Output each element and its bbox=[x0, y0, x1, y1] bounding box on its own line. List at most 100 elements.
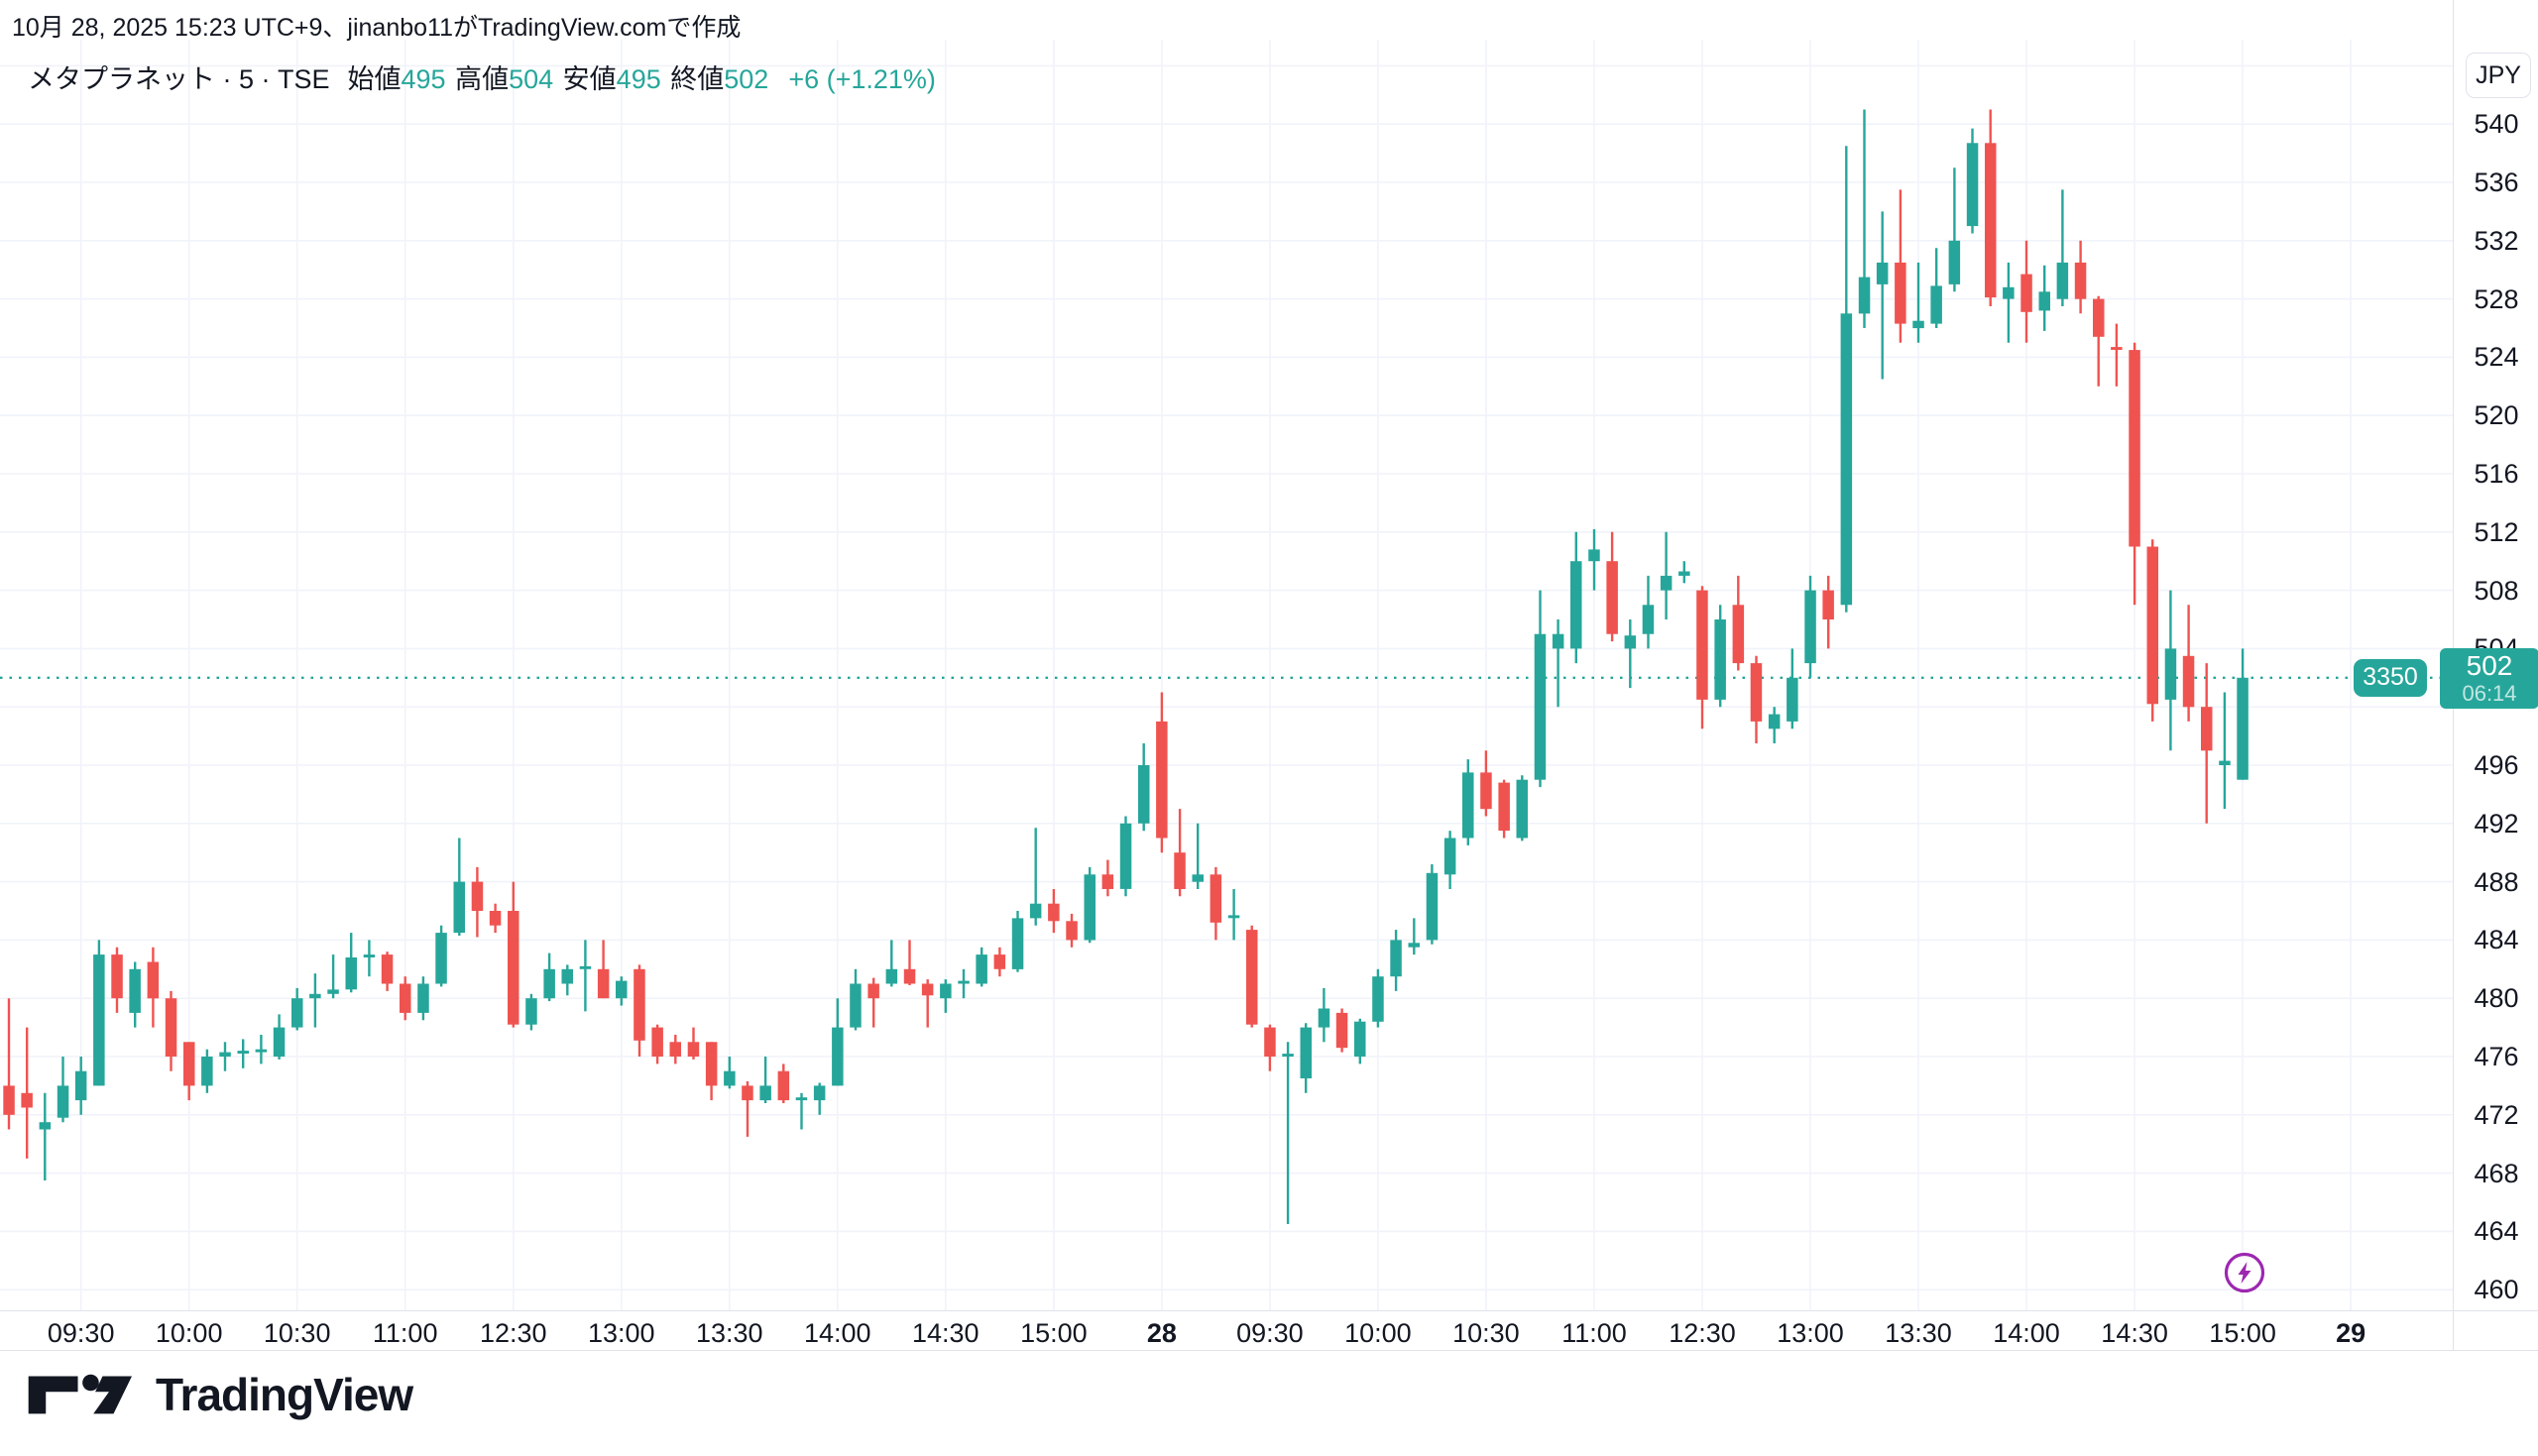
candle bbox=[1443, 838, 1456, 875]
candle bbox=[1264, 1027, 1276, 1057]
candle bbox=[1678, 571, 1690, 576]
candle bbox=[1624, 635, 1637, 649]
candle bbox=[1787, 677, 1798, 722]
legend-ohlc-item: 始値495 bbox=[347, 64, 446, 94]
candle bbox=[903, 968, 916, 984]
candle bbox=[1804, 590, 1816, 664]
candle bbox=[237, 1051, 249, 1054]
candle bbox=[597, 968, 610, 999]
candle bbox=[2074, 262, 2087, 299]
candle bbox=[885, 968, 898, 984]
candle bbox=[1895, 262, 1906, 324]
candle bbox=[1335, 1012, 1348, 1049]
candle bbox=[57, 1085, 69, 1118]
page-footer: TradingView bbox=[0, 1351, 2538, 1456]
candle bbox=[255, 1049, 268, 1053]
candle bbox=[1390, 940, 1402, 977]
candle bbox=[1606, 561, 1618, 634]
candle bbox=[2146, 546, 2158, 705]
candle bbox=[309, 993, 321, 999]
candle bbox=[705, 1042, 718, 1086]
last-price-value: 502 bbox=[2466, 649, 2513, 681]
symbol-title[interactable]: メタプラネット · 5 · TSE bbox=[28, 64, 330, 94]
candle bbox=[2003, 286, 2015, 299]
candle bbox=[687, 1042, 700, 1057]
candle bbox=[1048, 903, 1060, 922]
candle bbox=[1029, 903, 1042, 919]
candle bbox=[1300, 1027, 1312, 1078]
candle bbox=[1732, 605, 1745, 664]
candle bbox=[634, 968, 645, 1041]
candle bbox=[1516, 779, 1528, 839]
candle bbox=[417, 983, 429, 1013]
candle bbox=[579, 965, 592, 969]
price-tick-label: 468 bbox=[2474, 1158, 2519, 1188]
candle bbox=[1318, 1008, 1330, 1028]
candle bbox=[327, 989, 339, 994]
candle bbox=[1138, 765, 1150, 824]
candle bbox=[1822, 590, 1834, 619]
time-tick-label: 10:30 bbox=[1452, 1318, 1520, 1348]
tradingview-mark-icon bbox=[28, 1374, 132, 1414]
candle bbox=[651, 1027, 663, 1057]
time-tick-label: 15:00 bbox=[1020, 1318, 1088, 1348]
price-tick-label: 520 bbox=[2474, 400, 2519, 431]
candle bbox=[958, 980, 970, 984]
price-tick-label: 492 bbox=[2474, 808, 2519, 839]
candle bbox=[724, 1070, 736, 1086]
candle bbox=[345, 957, 357, 990]
currency-button[interactable]: JPY bbox=[2466, 53, 2531, 98]
time-tick-label: 13:00 bbox=[588, 1318, 655, 1348]
candle bbox=[1552, 633, 1564, 649]
candle bbox=[1462, 772, 1474, 839]
candle bbox=[1408, 943, 1420, 948]
time-tick-label: 10:30 bbox=[263, 1318, 331, 1348]
bar-countdown: 06:14 bbox=[2462, 680, 2517, 706]
candle bbox=[1588, 549, 1600, 562]
legend-change: +6 (+1.21%) bbox=[788, 64, 936, 94]
candle bbox=[93, 954, 105, 1086]
time-tick-label: 14:00 bbox=[804, 1318, 871, 1348]
price-tick-label: 512 bbox=[2474, 516, 2519, 547]
candle bbox=[1660, 575, 1673, 591]
tradingview-logo[interactable]: TradingView bbox=[25, 1367, 413, 1422]
time-tick-label: 09:30 bbox=[47, 1318, 115, 1348]
candle bbox=[669, 1042, 681, 1057]
candle bbox=[2093, 298, 2105, 337]
candle bbox=[1066, 921, 1078, 941]
candle bbox=[1912, 320, 1924, 329]
candle bbox=[2201, 707, 2213, 751]
price-tick-label: 516 bbox=[2474, 459, 2519, 489]
price-scale[interactable]: JPY 540536532528524520516512508504496492… bbox=[2440, 0, 2538, 1351]
price-tick-label: 528 bbox=[2474, 283, 2519, 314]
candle bbox=[993, 954, 1006, 969]
candle bbox=[1156, 721, 1168, 839]
candlestick-plot[interactable] bbox=[0, 0, 2453, 1351]
candle bbox=[795, 1097, 808, 1101]
time-tick-label: 13:00 bbox=[1777, 1318, 1844, 1348]
time-tick-label: 14:30 bbox=[2101, 1318, 2168, 1348]
lightning-button[interactable] bbox=[2224, 1252, 2265, 1293]
candle bbox=[1227, 915, 1240, 919]
tradingview-wordmark: TradingView bbox=[156, 1369, 413, 1420]
legend-values: 始値495 高値504 安値495 終値502 bbox=[348, 57, 771, 96]
candle bbox=[1642, 605, 1655, 634]
candle bbox=[471, 881, 484, 911]
candle bbox=[1714, 619, 1726, 700]
candle bbox=[1840, 313, 1853, 606]
time-tick-label: 10:00 bbox=[1344, 1318, 1412, 1348]
candle bbox=[129, 968, 141, 1013]
time-tick-label: 11:00 bbox=[1561, 1318, 1627, 1348]
price-tick-label: 488 bbox=[2474, 866, 2519, 897]
candle bbox=[273, 1027, 286, 1057]
candle bbox=[1858, 277, 1871, 314]
candle bbox=[381, 954, 394, 984]
candle bbox=[291, 998, 303, 1028]
candle bbox=[1534, 633, 1547, 780]
candle bbox=[2056, 262, 2069, 299]
time-tick-label: 14:00 bbox=[1993, 1318, 2060, 1348]
price-tick-label: 536 bbox=[2474, 168, 2519, 197]
candle bbox=[1282, 1054, 1294, 1057]
time-tick-label: 13:30 bbox=[1885, 1318, 1952, 1348]
time-tick-label: 11:00 bbox=[372, 1318, 438, 1348]
